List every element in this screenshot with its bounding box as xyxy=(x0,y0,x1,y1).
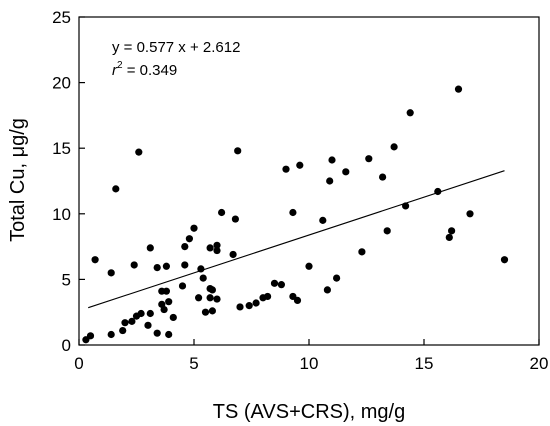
x-axis-title: TS (AVS+CRS), mg/g xyxy=(213,401,405,423)
data-point xyxy=(128,317,136,325)
data-point xyxy=(199,274,207,282)
data-point xyxy=(289,208,297,217)
data-point xyxy=(296,161,304,169)
data-point xyxy=(328,156,336,164)
data-point xyxy=(358,248,366,256)
trendline-equation: y = 0.577 x + 2.612 xyxy=(112,39,240,56)
data-point xyxy=(197,265,205,273)
data-point xyxy=(252,299,260,307)
data-point xyxy=(390,143,398,151)
data-point xyxy=(305,262,313,270)
data-point xyxy=(190,224,198,232)
data-point xyxy=(169,313,177,322)
regression-line xyxy=(88,170,505,309)
data-point xyxy=(201,308,210,316)
data-point xyxy=(162,262,170,270)
data-point xyxy=(146,309,154,318)
data-point xyxy=(402,202,410,210)
data-point xyxy=(277,281,285,289)
data-point xyxy=(121,319,129,327)
data-point xyxy=(208,286,216,294)
data-point xyxy=(319,216,327,224)
data-point xyxy=(245,302,253,310)
data-point xyxy=(500,256,509,264)
data-point xyxy=(448,227,456,235)
data-point xyxy=(213,246,221,255)
y-tick-label: 10 xyxy=(52,205,71,224)
data-point xyxy=(208,307,216,315)
data-point xyxy=(445,233,453,242)
data-point xyxy=(162,287,170,295)
data-point xyxy=(137,309,145,318)
trendline-layer xyxy=(88,170,505,309)
data-point xyxy=(91,256,99,264)
x-tick-label: 20 xyxy=(530,354,549,373)
data-point xyxy=(206,294,214,302)
data-point xyxy=(365,155,373,163)
data-point xyxy=(144,321,152,329)
x-tick-label: 5 xyxy=(189,354,198,373)
x-tick-label: 15 xyxy=(415,354,434,373)
data-point xyxy=(323,286,331,294)
axes: 0 5 10 15 20 0 5 10 15 20 25 xyxy=(52,8,548,373)
y-tick-label: 0 xyxy=(62,336,71,355)
data-point xyxy=(383,227,391,235)
r-squared-annotation: r2 = 0.349 xyxy=(112,60,177,79)
data-point xyxy=(218,208,226,217)
data-point xyxy=(293,296,302,304)
data-point xyxy=(181,243,189,251)
data-point xyxy=(130,261,138,269)
data-point xyxy=(112,185,120,193)
data-point xyxy=(434,187,442,196)
data-point xyxy=(231,215,239,223)
data-point xyxy=(153,329,161,337)
data-point xyxy=(178,282,187,290)
r-squared-exponent: 2 xyxy=(117,60,123,71)
data-point xyxy=(206,244,214,252)
data-point xyxy=(165,330,173,339)
y-tick-label: 5 xyxy=(62,270,71,289)
data-point xyxy=(406,109,414,117)
data-point xyxy=(195,294,203,302)
y-tick-label: 20 xyxy=(52,74,71,93)
data-point xyxy=(153,263,161,272)
data-point xyxy=(135,148,143,156)
data-point xyxy=(342,168,350,176)
data-point xyxy=(466,210,474,218)
r-squared-symbol: r xyxy=(112,62,118,79)
data-point xyxy=(86,332,95,340)
data-point xyxy=(165,298,173,306)
data-point xyxy=(236,303,244,311)
data-point xyxy=(264,292,272,301)
points-layer xyxy=(82,85,509,344)
data-point xyxy=(270,279,279,287)
data-point xyxy=(333,274,341,282)
data-point xyxy=(119,326,127,335)
data-point xyxy=(185,235,193,243)
data-point xyxy=(107,269,115,277)
data-point xyxy=(326,177,334,185)
data-point xyxy=(229,250,237,259)
y-tick-label: 25 xyxy=(52,8,71,27)
data-point xyxy=(234,147,242,155)
data-point xyxy=(160,305,168,314)
r-squared-value: = 0.349 xyxy=(123,62,178,79)
data-point xyxy=(282,165,290,173)
data-point xyxy=(146,244,154,252)
y-tick-label: 15 xyxy=(52,139,71,158)
x-tick-label: 0 xyxy=(74,354,83,373)
data-point xyxy=(213,241,221,249)
y-axis-title: Total Cu, μg/g xyxy=(7,118,29,242)
data-point xyxy=(213,295,221,303)
data-point xyxy=(107,330,115,339)
data-point xyxy=(454,85,463,93)
x-tick-label: 10 xyxy=(300,354,319,373)
data-point xyxy=(181,261,189,269)
data-point xyxy=(379,173,387,181)
